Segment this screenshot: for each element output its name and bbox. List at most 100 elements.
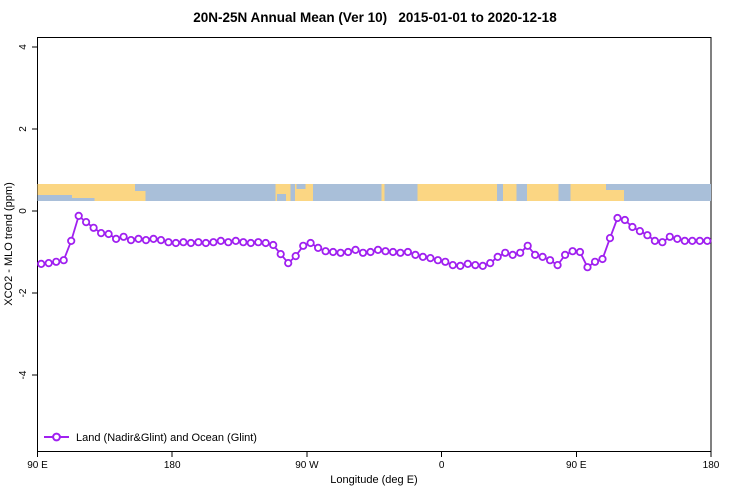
- data-point-marker: [366, 247, 375, 257]
- data-point-marker: [231, 236, 240, 245]
- map-ocean-segment: [312, 184, 382, 201]
- data-point-marker: [321, 247, 330, 256]
- y-tick-label: -4: [18, 370, 29, 379]
- data-point-marker: [261, 238, 270, 248]
- legend-marker-icon: [52, 432, 61, 442]
- data-point-marker: [403, 247, 412, 257]
- data-point-marker: [523, 241, 532, 250]
- data-point-marker: [703, 236, 712, 245]
- data-point-marker: [134, 234, 143, 243]
- data-point-marker: [665, 232, 674, 241]
- data-point-marker: [141, 236, 151, 245]
- map-ocean-segment: [558, 184, 571, 201]
- data-point-marker: [545, 256, 555, 265]
- data-point-marker: [299, 241, 308, 250]
- y-tick-label: 0: [18, 208, 29, 214]
- data-point-marker: [643, 231, 652, 240]
- data-point-marker: [194, 238, 203, 247]
- chart-title: 20N-25N Annual Mean (Ver 10) 2015-01-01 …: [193, 10, 557, 25]
- data-point-marker: [67, 236, 76, 245]
- data-point-marker: [501, 248, 510, 257]
- map-ocean-patch: [71, 197, 95, 201]
- map-ocean-patch: [276, 194, 286, 201]
- data-point-marker: [530, 250, 540, 259]
- data-point-marker: [239, 238, 248, 247]
- data-point-marker: [44, 258, 53, 268]
- data-point-marker: [456, 261, 465, 270]
- data-point-marker: [179, 238, 188, 247]
- data-point-marker: [688, 236, 697, 245]
- data-point-marker: [97, 229, 106, 238]
- data-point-marker: [74, 211, 83, 220]
- data-point-marker: [164, 238, 173, 247]
- data-point-marker: [493, 252, 502, 261]
- data-point-marker: [516, 248, 525, 257]
- data-point-marker: [486, 258, 495, 268]
- data-point-marker: [126, 236, 136, 245]
- data-point-marker: [291, 252, 300, 261]
- data-point-marker: [553, 260, 562, 270]
- data-point-marker: [418, 252, 427, 261]
- data-point-marker: [575, 247, 585, 257]
- data-point-marker: [104, 229, 113, 239]
- data-point-marker: [381, 247, 390, 256]
- data-point-marker: [336, 248, 345, 257]
- data-point-marker: [373, 245, 383, 254]
- data-point-marker: [388, 247, 398, 257]
- data-point-marker: [628, 222, 637, 232]
- data-point-marker: [254, 238, 263, 247]
- data-series: [37, 211, 712, 272]
- data-point-marker: [343, 247, 353, 257]
- map-ocean-segment: [624, 184, 711, 201]
- data-point-marker: [186, 238, 195, 248]
- map-land-segment: [381, 184, 385, 201]
- data-point-marker: [82, 218, 91, 227]
- plot-border: [37, 37, 712, 452]
- x-axis-ticks: 90 E 180 90 W 0 90 E 180: [27, 451, 720, 471]
- data-point-marker: [119, 232, 128, 241]
- map-ocean-patch: [606, 184, 625, 190]
- map-land-segment: [417, 184, 497, 201]
- data-point-marker: [171, 238, 180, 248]
- data-point-marker: [508, 250, 517, 259]
- data-point-marker: [658, 238, 667, 247]
- map-land-segment: [526, 184, 559, 201]
- map-ocean-segment: [384, 184, 418, 201]
- data-point-marker: [411, 250, 420, 259]
- data-point-marker: [478, 261, 487, 270]
- x-tick-label: 90 E: [27, 460, 48, 471]
- data-point-marker: [590, 257, 600, 266]
- data-point-marker: [284, 258, 293, 268]
- x-tick-label: 0: [439, 460, 445, 471]
- data-point-marker: [358, 248, 368, 257]
- data-point-marker: [598, 254, 607, 264]
- data-point-marker: [680, 236, 689, 245]
- legend: Land (Nadir&Glint) and Ocean (Glint): [44, 432, 257, 444]
- data-point-marker: [328, 247, 338, 257]
- data-point-marker: [635, 227, 645, 236]
- data-point-marker: [448, 260, 457, 270]
- map-land-segment: [502, 184, 517, 201]
- y-axis-ticks: 4 2 0 -2 -4: [18, 44, 38, 379]
- data-point-marker: [59, 256, 68, 265]
- world-map-strip: [37, 184, 711, 201]
- data-point-marker: [201, 238, 210, 248]
- data-point-marker: [52, 257, 61, 266]
- data-point-marker: [246, 238, 255, 248]
- data-point-marker: [605, 234, 615, 243]
- data-point-marker: [463, 259, 472, 268]
- data-point-marker: [112, 234, 121, 243]
- x-tick-label: 180: [703, 460, 720, 471]
- data-point-marker: [89, 223, 98, 232]
- x-axis-title: Longitude (deg E): [330, 474, 417, 486]
- data-point-marker: [426, 254, 435, 263]
- y-tick-label: -2: [18, 288, 29, 297]
- data-point-marker: [351, 245, 360, 254]
- data-point-marker: [538, 252, 547, 261]
- legend-label: Land (Nadir&Glint) and Ocean (Glint): [76, 432, 257, 444]
- data-point-marker: [433, 256, 442, 265]
- data-point-marker: [149, 234, 158, 243]
- y-axis-title: XCO2 - MLO trend (ppm): [3, 182, 15, 305]
